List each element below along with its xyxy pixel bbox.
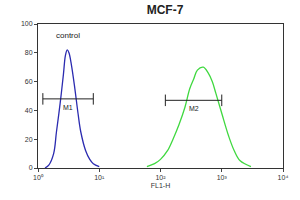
svg-text:20: 20 [25, 136, 33, 143]
svg-text:10⁰: 10⁰ [33, 174, 44, 181]
svg-text:10²: 10² [155, 174, 166, 181]
svg-text:control: control [56, 31, 80, 40]
svg-text:10⁴: 10⁴ [278, 174, 289, 181]
svg-text:100: 100 [21, 20, 33, 27]
svg-text:60: 60 [25, 78, 33, 85]
svg-text:FL1-H: FL1-H [151, 182, 170, 189]
svg-text:M2: M2 [189, 105, 199, 112]
svg-text:80: 80 [25, 49, 33, 56]
svg-text:10³: 10³ [217, 174, 228, 181]
svg-text:0: 0 [29, 164, 33, 171]
svg-text:M1: M1 [63, 104, 73, 111]
svg-text:MCF-7: MCF-7 [147, 3, 184, 17]
svg-text:10¹: 10¹ [94, 174, 105, 181]
svg-text:40: 40 [25, 107, 33, 114]
